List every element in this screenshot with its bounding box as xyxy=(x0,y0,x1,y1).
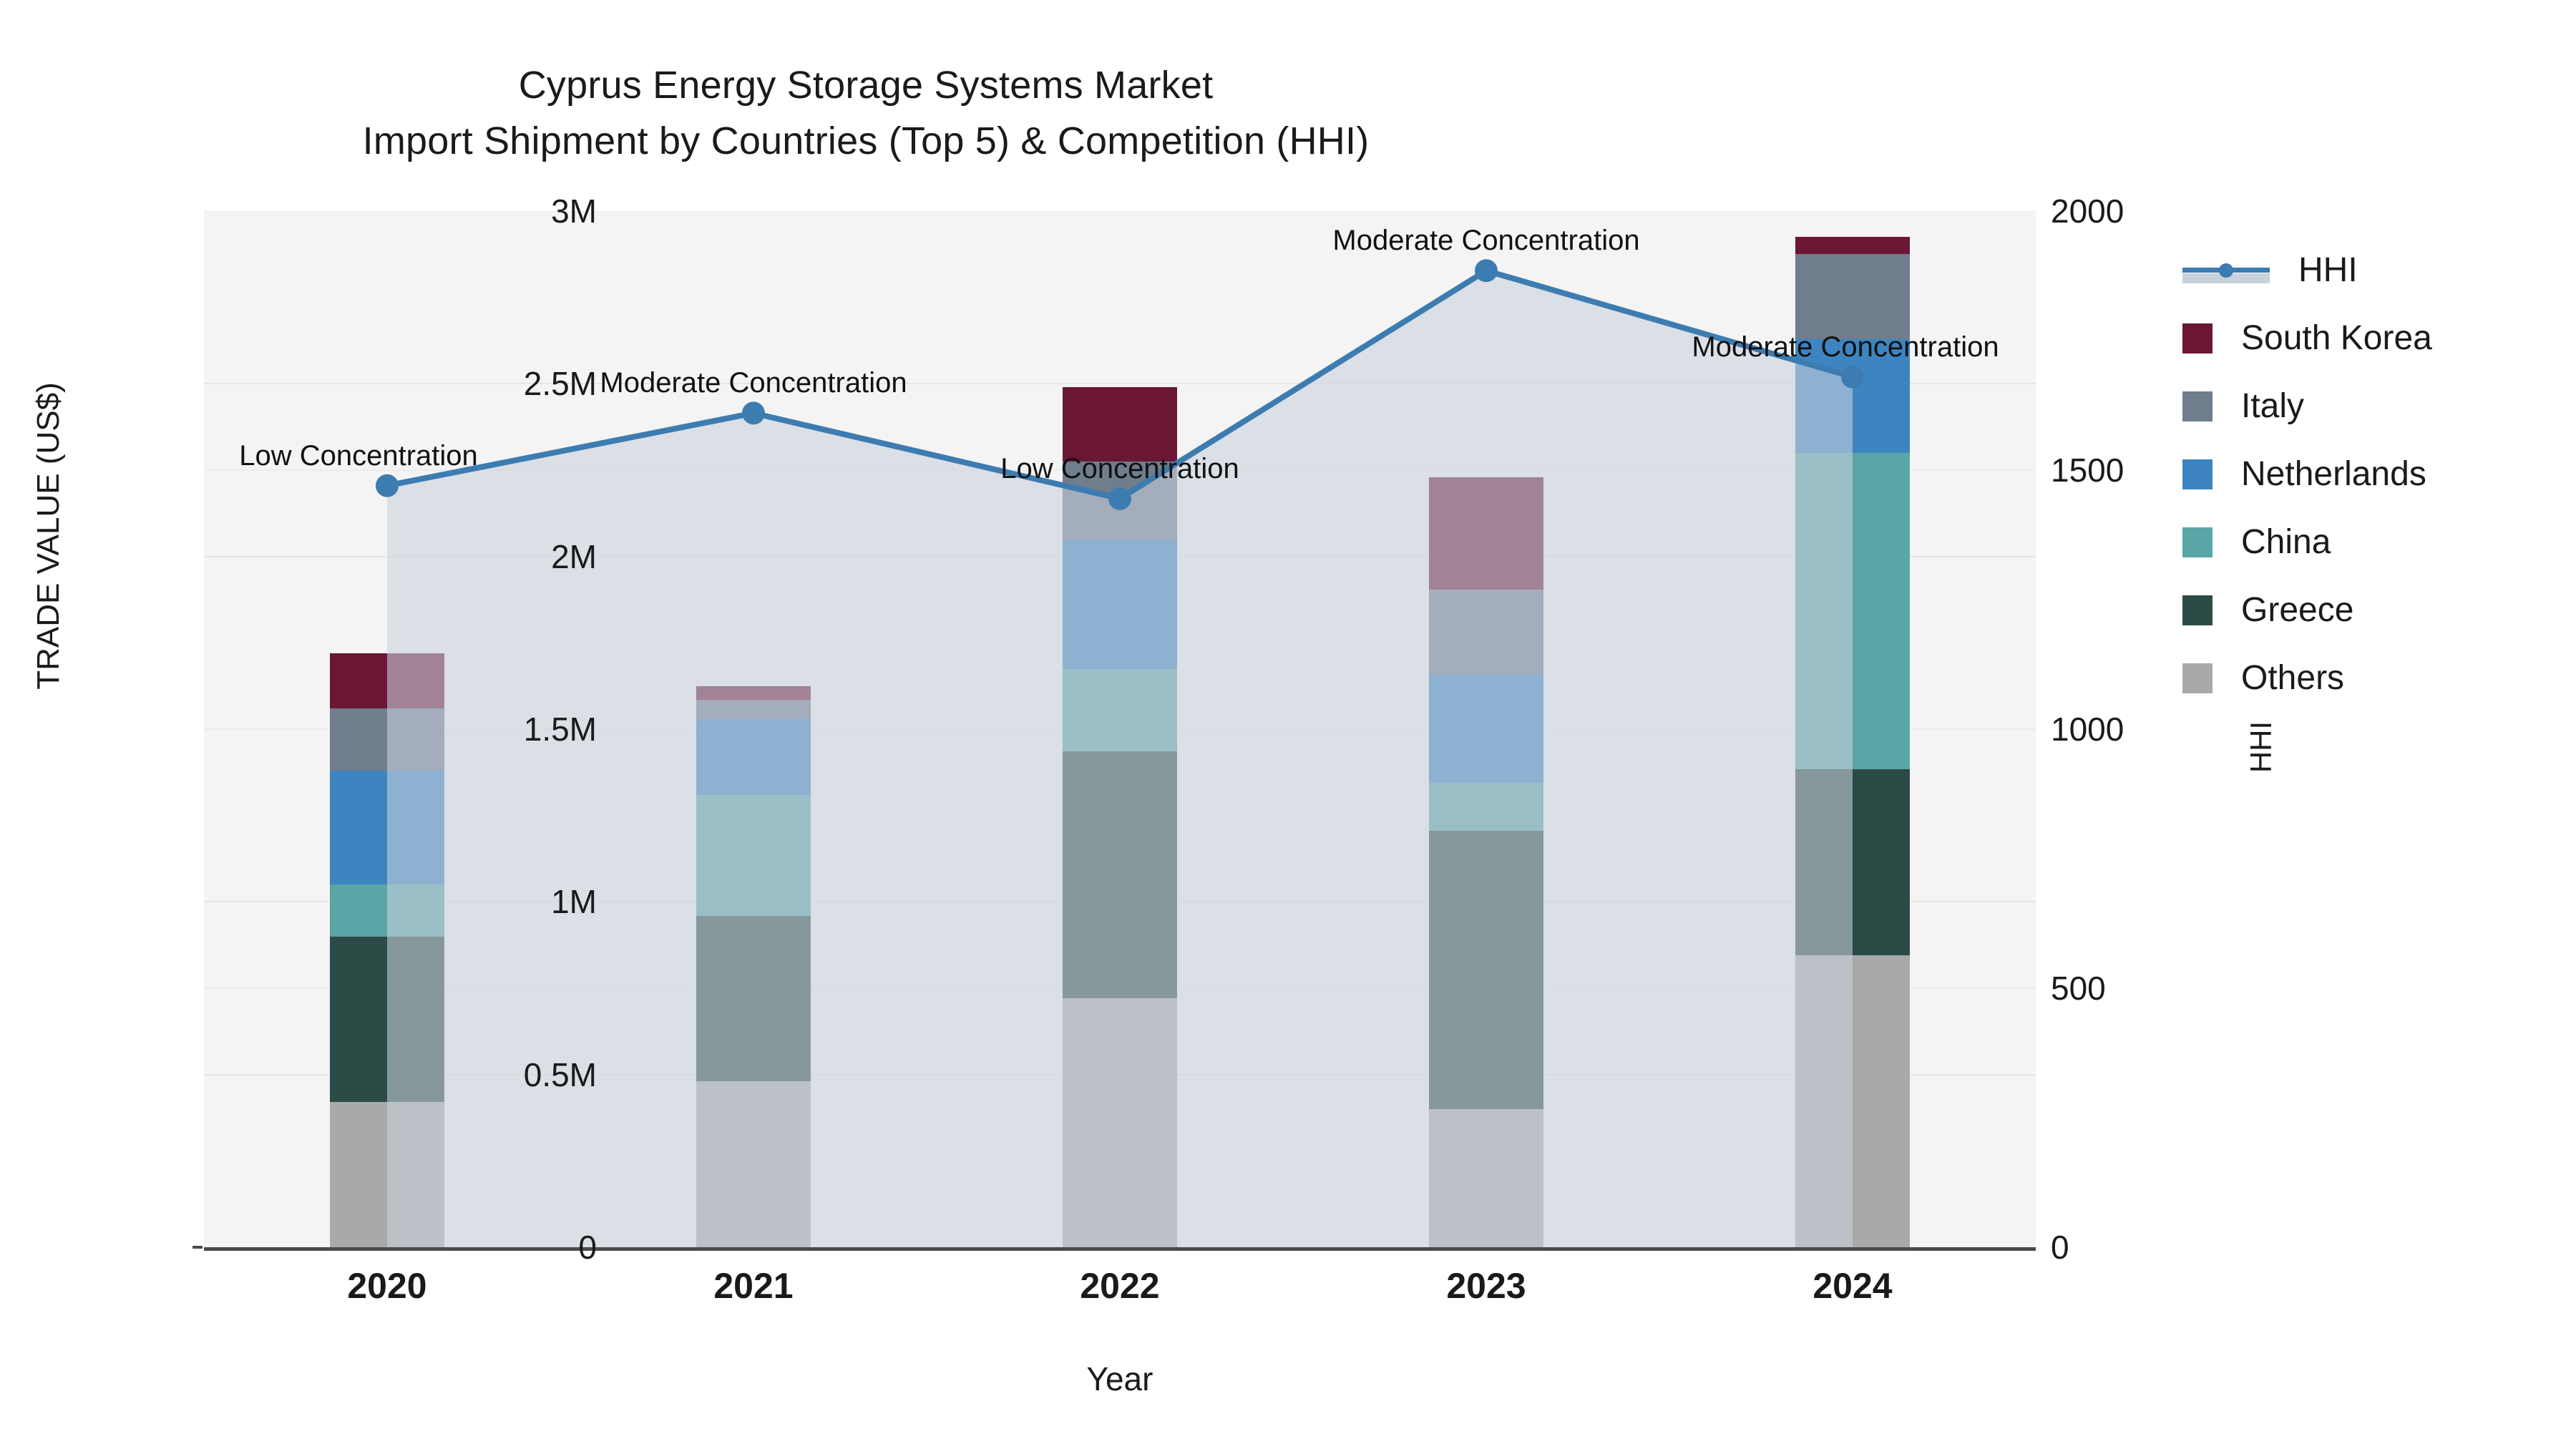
y2-tick-label: 500 xyxy=(2051,970,2106,1007)
hhi-area-fill xyxy=(387,270,1853,1247)
x-tick-label-2021: 2021 xyxy=(713,1266,794,1306)
hhi-annotation-2023: Moderate Concentration xyxy=(1332,225,1640,257)
y-tick-label: 1.5M xyxy=(523,711,597,748)
legend-label: Italy xyxy=(2241,387,2305,425)
chart-title-line-1: Cyprus Energy Storage Systems Market xyxy=(518,64,1214,107)
hhi-marker[interactable] xyxy=(1108,487,1131,510)
legend-label: Netherlands xyxy=(2241,455,2426,493)
legend-item-greece[interactable]: Greece xyxy=(2182,576,2432,644)
hhi-annotation-2022: Low Concentration xyxy=(1000,452,1239,484)
legend-label: Others xyxy=(2241,659,2345,697)
x-axis-line xyxy=(204,1247,2036,1251)
y2-tick-label: 1000 xyxy=(2051,711,2124,748)
legend-swatch xyxy=(2182,595,2212,625)
y-axis-title: TRADE VALUE (US$) xyxy=(31,382,66,690)
y-tick-label: 1M xyxy=(551,883,597,921)
legend: HHI South Korea Italy Netherlands China Greec… xyxy=(2182,236,2432,712)
hhi-overlay xyxy=(376,259,1864,1247)
y-tick-mark xyxy=(192,1246,203,1249)
hhi-annotation-2020: Low Concentration xyxy=(239,439,478,472)
plot-inner xyxy=(204,211,2036,1247)
chart-title-line-2: Import Shipment by Countries (Top 5) & C… xyxy=(362,119,1370,163)
legend-item-china[interactable]: China xyxy=(2182,508,2432,576)
legend-swatch xyxy=(2182,527,2212,557)
hhi-marker[interactable] xyxy=(742,401,765,425)
legend-label: South Korea xyxy=(2241,319,2432,357)
legend-item-others[interactable]: Others xyxy=(2182,644,2432,712)
x-tick-label-2022: 2022 xyxy=(1080,1266,1160,1306)
y-tick-label: 2.5M xyxy=(523,365,597,403)
y-tick-label: 2M xyxy=(551,537,597,575)
legend-swatch xyxy=(2182,391,2212,421)
hhi-annotation-2021: Moderate Concentration xyxy=(600,367,907,399)
legend-label: China xyxy=(2241,523,2331,561)
x-tick-label-2024: 2024 xyxy=(1813,1266,1893,1306)
gridline-secondary xyxy=(204,211,2036,212)
y-tick-label: 3M xyxy=(551,192,597,230)
legend-item-hhi[interactable]: HHI xyxy=(2182,236,2432,304)
legend-swatch xyxy=(2182,459,2212,489)
bar-segment-italy[interactable] xyxy=(1795,254,1910,339)
x-tick-label-2023: 2023 xyxy=(1446,1266,1526,1306)
bar-segment-south-korea[interactable] xyxy=(1063,387,1177,462)
bar-segment-south-korea[interactable] xyxy=(1795,237,1910,255)
hhi-marker[interactable] xyxy=(1475,259,1498,283)
hhi-marker[interactable] xyxy=(376,474,399,497)
hhi-marker[interactable] xyxy=(1841,365,1864,389)
legend-item-south-korea[interactable]: South Korea xyxy=(2182,304,2432,372)
x-axis-title: Year xyxy=(1086,1360,1153,1397)
legend-item-italy[interactable]: Italy xyxy=(2182,372,2432,440)
legend-line-marker xyxy=(2182,255,2270,286)
hhi-annotation-2024: Moderate Concentration xyxy=(1692,331,1999,363)
legend-label: Greece xyxy=(2241,591,2354,629)
gridline xyxy=(204,383,2036,385)
chart-title-block: Cyprus Energy Storage Systems Market Imp… xyxy=(0,57,1732,170)
y-tick-label: 0.5M xyxy=(523,1055,597,1093)
x-tick-label-2020: 2020 xyxy=(347,1266,427,1306)
legend-item-netherlands[interactable]: Netherlands xyxy=(2182,440,2432,508)
plot-area xyxy=(204,211,2036,1247)
y2-tick-label: 2000 xyxy=(2051,192,2124,230)
legend-swatch xyxy=(2182,323,2212,353)
legend-swatch xyxy=(2182,663,2212,693)
legend-label: HHI xyxy=(2298,251,2358,289)
y2-tick-label: 0 xyxy=(2051,1229,2069,1266)
y2-tick-label: 1500 xyxy=(2051,452,2124,489)
y-tick-label: 0 xyxy=(578,1229,597,1266)
